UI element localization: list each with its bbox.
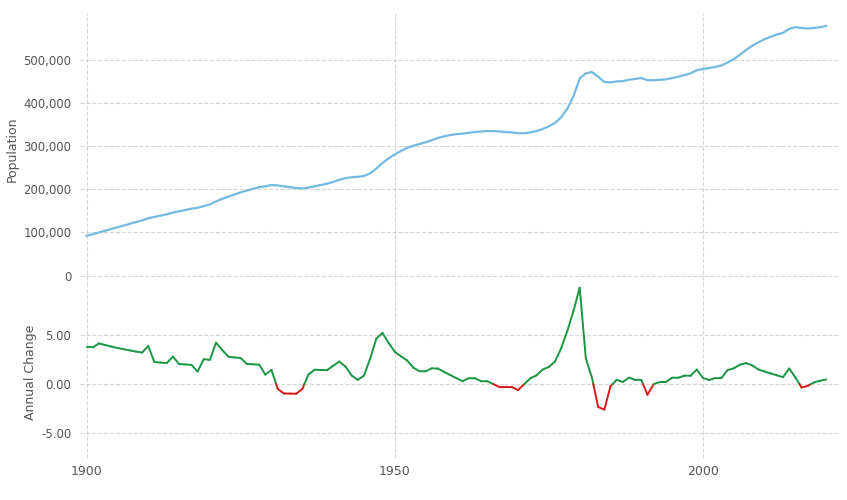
Y-axis label: Annual Change: Annual Change [24, 324, 37, 420]
Y-axis label: Population: Population [6, 116, 19, 182]
